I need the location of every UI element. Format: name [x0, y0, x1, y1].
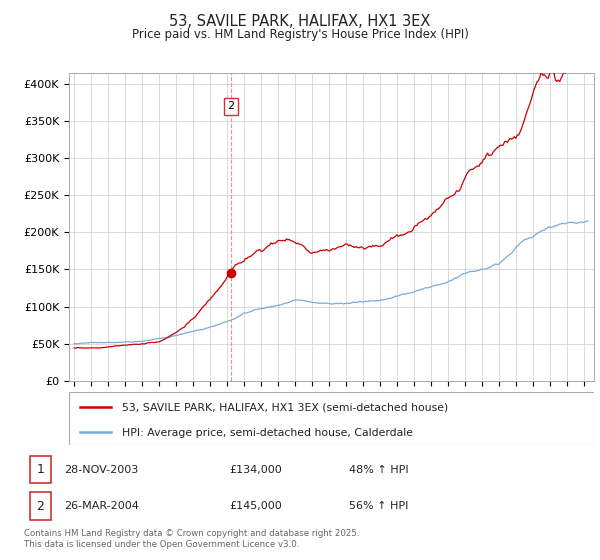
- Text: 2: 2: [37, 500, 44, 512]
- Text: £145,000: £145,000: [229, 501, 282, 511]
- Text: 48% ↑ HPI: 48% ↑ HPI: [349, 465, 409, 475]
- FancyBboxPatch shape: [30, 492, 52, 520]
- FancyBboxPatch shape: [69, 392, 594, 445]
- Text: Contains HM Land Registry data © Crown copyright and database right 2025.
This d: Contains HM Land Registry data © Crown c…: [24, 529, 359, 549]
- Text: 2: 2: [227, 101, 235, 111]
- Text: 53, SAVILE PARK, HALIFAX, HX1 3EX (semi-detached house): 53, SAVILE PARK, HALIFAX, HX1 3EX (semi-…: [121, 403, 448, 413]
- Text: 56% ↑ HPI: 56% ↑ HPI: [349, 501, 408, 511]
- Text: 1: 1: [37, 463, 44, 476]
- Text: £134,000: £134,000: [229, 465, 282, 475]
- Text: Price paid vs. HM Land Registry's House Price Index (HPI): Price paid vs. HM Land Registry's House …: [131, 28, 469, 41]
- Text: 28-NOV-2003: 28-NOV-2003: [64, 465, 138, 475]
- Text: HPI: Average price, semi-detached house, Calderdale: HPI: Average price, semi-detached house,…: [121, 428, 413, 438]
- Text: 53, SAVILE PARK, HALIFAX, HX1 3EX: 53, SAVILE PARK, HALIFAX, HX1 3EX: [169, 14, 431, 29]
- Text: 26-MAR-2004: 26-MAR-2004: [64, 501, 139, 511]
- FancyBboxPatch shape: [30, 456, 52, 483]
